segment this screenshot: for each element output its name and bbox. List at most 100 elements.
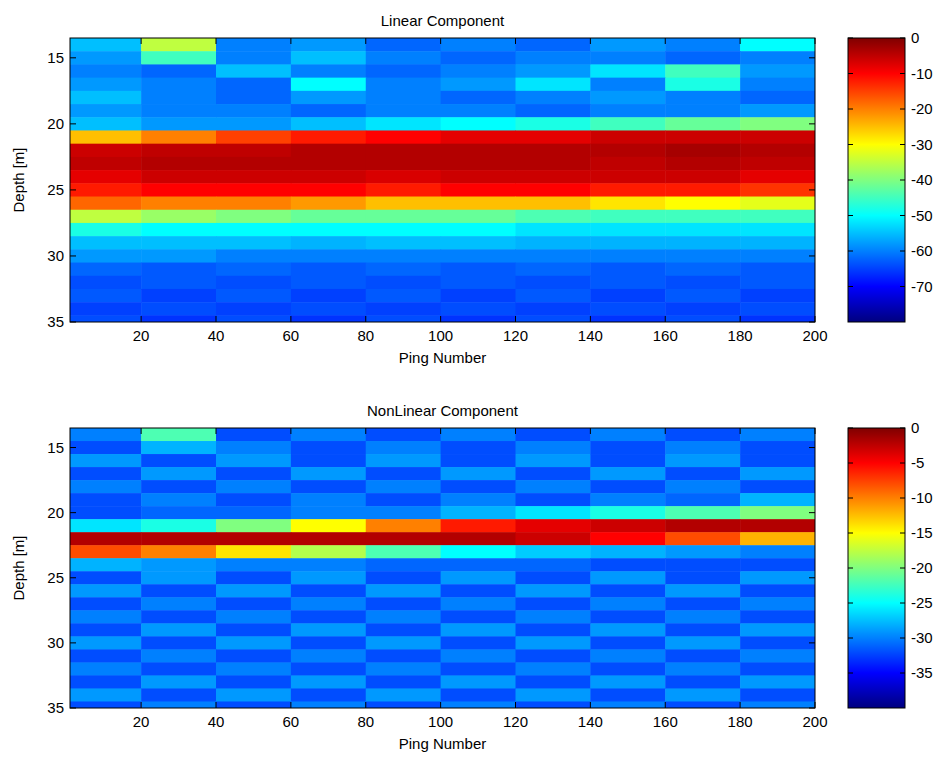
cell: [516, 558, 591, 572]
cell: [590, 623, 665, 637]
cell: [516, 64, 591, 78]
colorbar-tick: [900, 673, 905, 674]
y-tick: [70, 255, 76, 256]
cell: [740, 104, 815, 118]
cell: [665, 662, 740, 676]
x-tick-label: 180: [728, 713, 753, 730]
cell: [441, 223, 516, 237]
cell: [740, 170, 815, 184]
cell: [441, 78, 516, 92]
cell: [216, 197, 291, 211]
cell: [366, 157, 441, 171]
x-tick: [740, 38, 741, 44]
figure: Linear Component204060801001201401601802…: [0, 0, 947, 765]
x-tick-label: 100: [428, 327, 453, 344]
cell: [70, 558, 142, 572]
cell: [70, 144, 142, 158]
cell: [441, 263, 516, 277]
cell: [141, 688, 216, 702]
cell: [366, 597, 441, 611]
cell: [216, 610, 291, 624]
cell: [665, 649, 740, 663]
cell: [216, 506, 291, 520]
x-tick: [141, 316, 142, 322]
cell: [366, 610, 441, 624]
cell: [441, 289, 516, 303]
cell: [590, 493, 665, 507]
cell: [366, 183, 441, 197]
cell: [216, 441, 291, 455]
colorbar-tick: [900, 533, 905, 534]
x-tick-label: 100: [428, 713, 453, 730]
cell: [441, 157, 516, 171]
cell: [70, 130, 142, 144]
cell: [740, 197, 815, 211]
cell: [141, 157, 216, 171]
y-axis-label: Depth [m]: [10, 535, 27, 600]
cell: [366, 302, 441, 316]
cell: [590, 584, 665, 598]
cell: [141, 662, 216, 676]
cell: [216, 210, 291, 224]
cell: [665, 441, 740, 455]
cell: [740, 558, 815, 572]
cell: [291, 480, 366, 494]
cell: [141, 441, 216, 455]
colorbar-tick: [848, 498, 853, 499]
cell: [291, 610, 366, 624]
cell: [216, 428, 291, 442]
cell: [216, 170, 291, 184]
cell: [366, 104, 441, 118]
colorbar-tick-label: -20: [911, 559, 933, 576]
cell: [516, 276, 591, 290]
colorbar-tick: [900, 603, 905, 604]
cell: [141, 519, 216, 533]
cell: [665, 558, 740, 572]
cell: [665, 210, 740, 224]
cell: [366, 688, 441, 702]
cell: [665, 701, 740, 708]
cell: [516, 675, 591, 689]
cell: [70, 315, 142, 322]
x-tick-label: 120: [503, 713, 528, 730]
colorbar-tick: [900, 286, 905, 287]
cell: [70, 597, 142, 611]
cell: [740, 571, 815, 585]
cell: [70, 610, 142, 624]
cell: [516, 454, 591, 468]
cell: [366, 649, 441, 663]
cell: [665, 236, 740, 250]
colorbar-tick: [848, 463, 853, 464]
y-tick: [809, 189, 815, 190]
cell: [590, 662, 665, 676]
colorbar: [848, 428, 905, 708]
cell: [70, 183, 142, 197]
cell: [590, 480, 665, 494]
cell: [291, 144, 366, 158]
colorbar-tick-label: 0: [911, 419, 919, 436]
y-tick: [809, 708, 815, 709]
cell: [740, 130, 815, 144]
cell: [441, 454, 516, 468]
y-tick: [809, 57, 815, 58]
cell: [291, 51, 366, 65]
cell: [740, 276, 815, 290]
cell: [291, 183, 366, 197]
cell: [291, 662, 366, 676]
cell: [441, 675, 516, 689]
x-tick-label: 120: [503, 327, 528, 344]
y-tick-label: 15: [47, 439, 64, 456]
cell: [441, 532, 516, 546]
colorbar-tick: [900, 463, 905, 464]
cell: [70, 263, 142, 277]
x-axis-label: Ping Number: [399, 349, 487, 366]
cell: [441, 302, 516, 316]
cell: [141, 263, 216, 277]
cell: [216, 249, 291, 263]
cell: [441, 183, 516, 197]
cell: [366, 636, 441, 650]
cell: [590, 441, 665, 455]
cell: [141, 64, 216, 78]
cell: [141, 236, 216, 250]
cell: [590, 130, 665, 144]
